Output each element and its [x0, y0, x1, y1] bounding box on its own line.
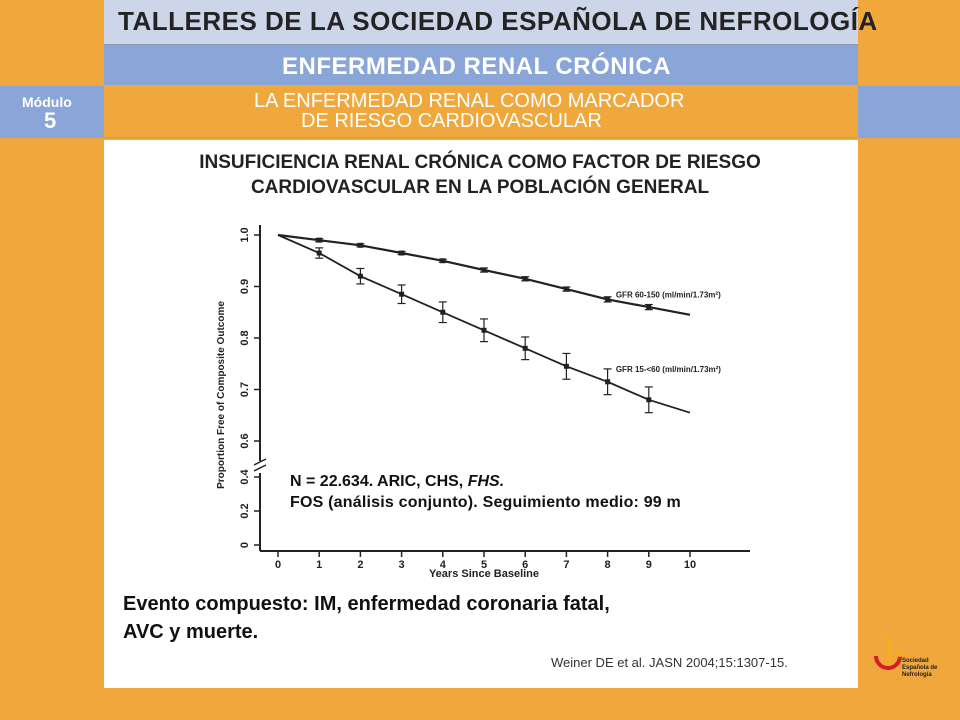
data-point [357, 242, 363, 248]
survival-chart: 0.6 0.7 0.8 0.9 1.0 0 0.2 0.4 0 1 2 3 4 5 6 7 8 9 10 Years … [216, 225, 750, 580]
data-point [563, 363, 569, 369]
data-point [522, 345, 528, 351]
x-tick-label: 8 [605, 559, 611, 571]
composite-event-text: Evento compuesto: IM, enfermedad coronar… [123, 590, 610, 646]
x-tick-label: 2 [357, 559, 363, 571]
module-label: Módulo [22, 94, 72, 110]
data-point [646, 397, 652, 403]
x-tick-label: 0 [275, 559, 281, 571]
series-line-1 [277, 233, 691, 316]
content-panel [104, 140, 858, 688]
x-tick-label: 7 [563, 559, 569, 571]
x-tick-label: 5 [481, 559, 487, 571]
topic-line-2: DE RIESGO CARDIOVASCULAR [301, 110, 602, 132]
data-point [357, 273, 363, 279]
series-label-2: GFR 15-<60 (ml/min/1.73m²) [616, 365, 721, 374]
header-series-title-bar: TALLERES DE LA SOCIEDAD ESPAÑOLA DE NEFR… [104, 0, 877, 45]
study-note-line-2: FOS (análisis conjunto). Seguimiento med… [290, 494, 681, 511]
sen-logo: Sociedad Española de Nefrología [870, 630, 955, 690]
header-subtitle-bar: ENFERMEDAD RENAL CRÓNICA [104, 45, 858, 85]
y-tick-label: 0 [239, 542, 251, 548]
y-axis-label: Proportion Free of Composite Outcome [216, 301, 227, 489]
y-tick-label: 0.7 [239, 382, 251, 397]
y-tick-label: 1.0 [239, 227, 251, 242]
data-point [646, 304, 652, 310]
subtitle: ENFERMEDAD RENAL CRÓNICA [282, 53, 671, 80]
study-note-prefix: N = 22.634. ARIC, CHS, [290, 473, 468, 490]
y-tick-label: 0.6 [239, 433, 251, 448]
module-number: 5 [44, 108, 57, 133]
y-tick-label: 0.2 [239, 503, 251, 518]
data-point [440, 258, 446, 264]
x-tick-label: 9 [646, 559, 652, 571]
event-line-2: AVC y muerte. [123, 621, 259, 643]
x-tick-label: 4 [440, 559, 447, 571]
y-tick-label: 0.4 [239, 468, 251, 484]
sen-logo-text-1: Sociedad [902, 658, 929, 664]
series-title: TALLERES DE LA SOCIEDAD ESPAÑOLA DE NEFR… [118, 6, 878, 36]
topic-line-1: LA ENFERMEDAD RENAL COMO MARCADOR [254, 90, 685, 112]
x-axis-label: Years Since Baseline [429, 568, 539, 580]
sen-logo-icon [874, 634, 903, 670]
data-point [316, 237, 322, 243]
data-point [481, 267, 487, 273]
y-tick-label: 0.8 [239, 330, 251, 345]
x-tick-label: 3 [399, 559, 405, 571]
sen-logo-text: Sociedad Española de Nefrología [902, 658, 937, 679]
slide-title-line-2: CARDIOVASCULAR EN LA POBLACIÓN GENERAL [250, 177, 710, 198]
data-point [605, 379, 611, 385]
slide-title-line-1: INSUFICIENCIA RENAL CRÓNICA COMO FACTOR … [199, 152, 761, 173]
data-point [522, 276, 528, 282]
data-point [399, 291, 405, 297]
module-box: Módulo 5 [0, 86, 100, 137]
data-point [399, 250, 405, 256]
x-tick-label: 6 [522, 559, 528, 571]
citation: Weiner DE et al. JASN 2004;15:1307-15. [551, 655, 788, 670]
study-note-italic: FHS. [467, 473, 505, 490]
x-tick-label: 10 [684, 559, 696, 571]
data-point [563, 286, 569, 292]
sen-logo-text-3: Nefrología [902, 672, 932, 678]
right-accent-box [862, 86, 960, 137]
data-point [440, 309, 446, 315]
topic-bar: LA ENFERMEDAD RENAL COMO MARCADOR DE RIE… [104, 86, 858, 137]
event-line-1: Evento compuesto: IM, enfermedad coronar… [123, 593, 610, 615]
series-label-1: GFR 60-150 (ml/min/1.73m²) [616, 290, 721, 299]
y-tick-label: 0.9 [239, 279, 251, 294]
x-tick-label: 1 [316, 559, 322, 571]
sen-logo-text-2: Española de [902, 665, 938, 671]
data-point [316, 250, 322, 256]
data-point [605, 296, 611, 302]
slide-title: INSUFICIENCIA RENAL CRÓNICA COMO FACTOR … [0, 150, 960, 200]
data-point [481, 327, 487, 333]
study-note-line-1: N = 22.634. ARIC, CHS, FHS. [290, 470, 504, 494]
axis-break-mark [253, 458, 267, 472]
